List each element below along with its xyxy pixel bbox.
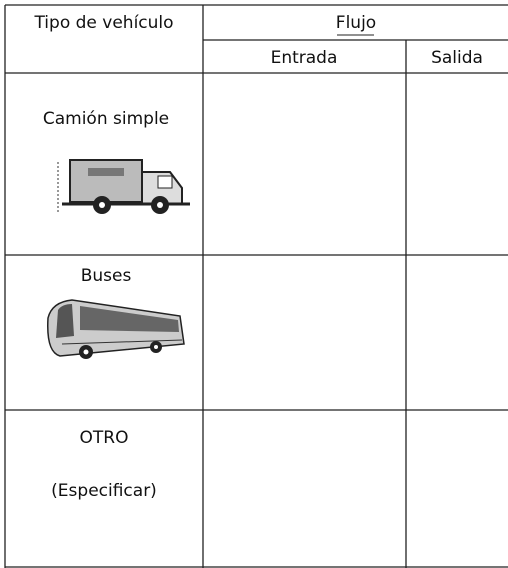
row-label: Camión simple [43, 109, 169, 129]
header-type: Tipo de vehículo [33, 13, 173, 33]
row-label: Buses [81, 266, 132, 286]
header-flow: Flujo [336, 13, 376, 33]
header-column: Salida [431, 48, 483, 68]
header-column: Entrada [271, 48, 338, 68]
row-label: (Especificar) [51, 481, 157, 501]
bus-icon [47, 299, 185, 359]
row-label: OTRO [80, 428, 129, 448]
table-grid [4, 4, 508, 568]
truck-icon [57, 159, 190, 214]
